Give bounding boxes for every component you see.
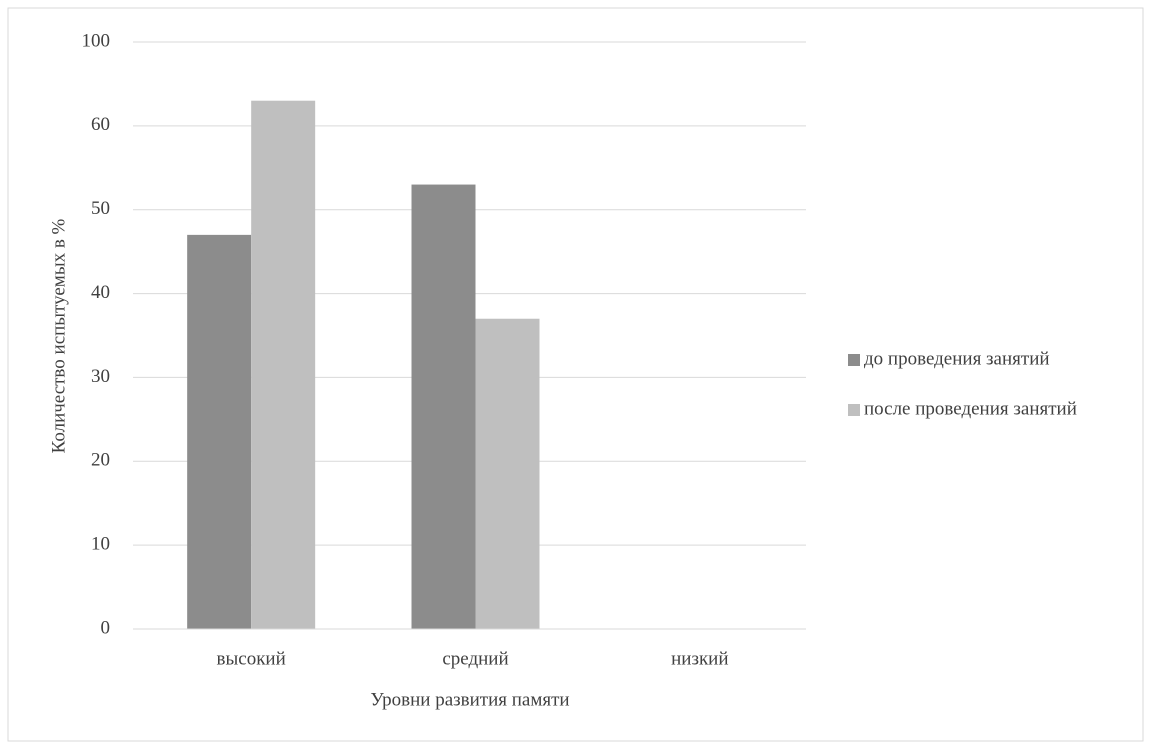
- y-tick-label: 0: [101, 617, 111, 638]
- y-tick-label: 10: [91, 534, 110, 555]
- chart-frame: [7, 7, 1144, 742]
- y-tick-label: 30: [91, 366, 110, 387]
- y-axis-title: Количество испытуемых в %: [48, 218, 69, 453]
- bar: [187, 234, 252, 629]
- x-tick-label: низкий: [671, 648, 728, 669]
- bar: [251, 100, 316, 629]
- y-tick-label: 20: [91, 450, 110, 471]
- bar: [475, 318, 540, 629]
- y-tick-label: 100: [82, 30, 111, 51]
- legend-label: до проведения занятий: [864, 348, 1050, 369]
- legend-label: после проведения занятий: [864, 398, 1077, 419]
- x-tick-label: средний: [442, 648, 508, 669]
- bar: [411, 184, 476, 630]
- y-tick-label: 60: [91, 114, 110, 135]
- x-tick-label: высокий: [217, 648, 286, 669]
- x-axis-title: Уровни развития памяти: [370, 689, 569, 710]
- legend-swatch: [848, 354, 860, 366]
- y-tick-label: 40: [91, 282, 110, 303]
- legend-swatch: [848, 404, 860, 416]
- y-tick-label: 50: [91, 198, 110, 219]
